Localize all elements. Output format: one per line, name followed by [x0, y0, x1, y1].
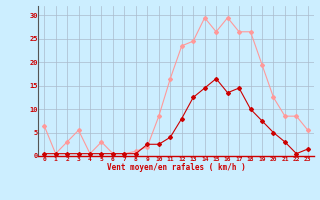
- X-axis label: Vent moyen/en rafales ( km/h ): Vent moyen/en rafales ( km/h ): [107, 163, 245, 172]
